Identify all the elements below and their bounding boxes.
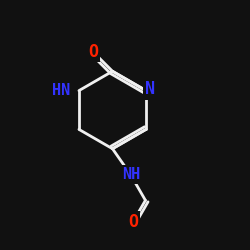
Text: NH: NH xyxy=(122,167,141,182)
Text: HN: HN xyxy=(52,83,70,98)
Text: N: N xyxy=(145,80,155,98)
Text: O: O xyxy=(128,213,138,231)
Text: O: O xyxy=(88,43,98,61)
